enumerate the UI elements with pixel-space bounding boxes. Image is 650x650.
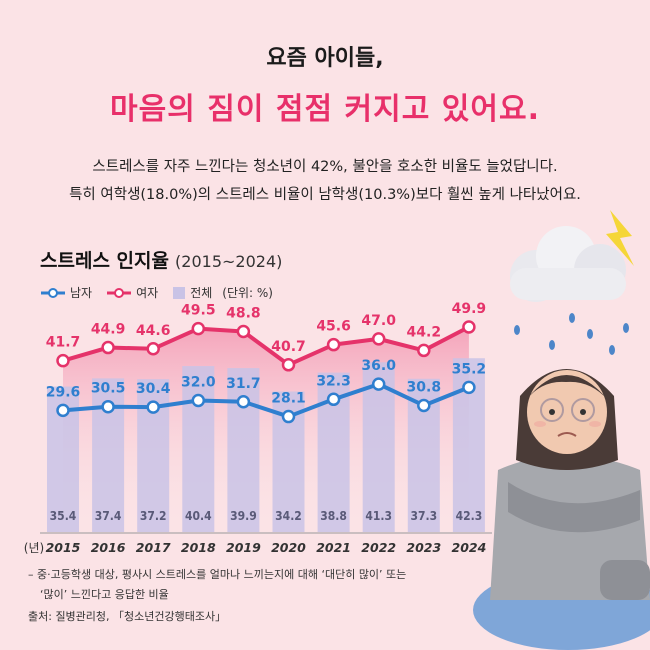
male-label-2024: 35.2 <box>452 361 487 377</box>
male-label-2020: 28.1 <box>271 391 306 407</box>
female-line <box>62 325 470 367</box>
male-line <box>62 382 470 419</box>
x-tick-2016: 2016 <box>91 540 126 555</box>
description-line2: 특히 여학생(18.0%)의 스트레스 비율이 남학생(10.3%)보다 훨씬 … <box>69 187 581 203</box>
male-point-2021 <box>326 392 341 407</box>
female-point-2020 <box>281 358 296 372</box>
female-label-2024: 49.9 <box>452 301 487 317</box>
female-label-2015: 41.7 <box>46 335 81 351</box>
female-point-2023 <box>417 343 431 358</box>
legend-male-label: 남자 <box>70 286 93 300</box>
bar-label-total-2021: 38.8 <box>320 509 347 523</box>
female-point-2018 <box>191 321 206 336</box>
female-point-2019 <box>236 324 251 339</box>
legend-total-bar-icon <box>173 286 186 299</box>
male-point-2024 <box>462 380 476 395</box>
legend-item-male: 남자 <box>40 284 92 301</box>
headline-line1: 요즘 아이들, <box>266 46 384 71</box>
male-point-2020 <box>281 409 296 424</box>
female-label-2023: 44.2 <box>407 324 442 340</box>
legend-unit: (단위: %) <box>222 286 273 300</box>
legend-female-label: 여자 <box>136 286 159 300</box>
male-point-2019 <box>236 395 251 409</box>
female-label-2020: 40.7 <box>271 339 306 355</box>
bar-label-total-2022: 41.3 <box>365 509 392 523</box>
bar-label-total-2019: 39.9 <box>230 509 257 523</box>
x-axis-unit-label: (년) <box>24 541 44 555</box>
bar-label-total-2018: 40.4 <box>185 509 212 523</box>
male-label-2019: 31.7 <box>226 376 261 392</box>
legend-male-line-icon <box>41 287 65 298</box>
chart-legend: 남자 여자 전체 (단위: %) <box>40 284 281 301</box>
x-tick-2023: 2023 <box>406 540 441 555</box>
description-line1: 스트레스를 자주 느낀다는 청소년이 42%, 불안을 호소한 비율도 늘었답니… <box>92 159 558 175</box>
male-label-2018: 32.0 <box>181 375 216 391</box>
male-point-2016 <box>101 399 115 414</box>
male-point-2023 <box>417 398 431 413</box>
male-label-2016: 30.5 <box>91 381 126 397</box>
male-label-2021: 32.3 <box>316 373 351 389</box>
bar-total-2018 <box>182 366 215 532</box>
male-point-2015 <box>56 403 70 418</box>
female-label-2021: 45.6 <box>316 319 351 335</box>
storm-cloud-icon <box>510 210 634 355</box>
bar-label-total-2024: 42.3 <box>456 509 483 523</box>
footnote-source: 출처: 질병관리청, 「청소년건강행태조사」 <box>28 610 227 623</box>
legend-female-line-icon <box>107 287 132 298</box>
x-tick-2019: 2019 <box>226 540 261 555</box>
male-label-2015: 29.6 <box>46 384 81 400</box>
male-label-2017: 30.4 <box>136 381 171 397</box>
x-tick-2018: 2018 <box>181 540 216 555</box>
female-label-2019: 48.8 <box>226 306 261 322</box>
chart-title-main: 스트레스 인지율 <box>40 250 169 272</box>
legend-item-female: 여자 <box>106 284 158 301</box>
female-point-2016 <box>101 340 115 355</box>
female-point-2017 <box>146 342 160 356</box>
male-point-2022 <box>371 377 386 391</box>
legend-total-label: 전체 <box>190 286 213 300</box>
x-tick-2015: 2015 <box>46 540 81 555</box>
x-tick-2024: 2024 <box>452 540 487 555</box>
female-point-2015 <box>56 353 70 368</box>
female-label-2018: 49.5 <box>181 303 216 319</box>
footnote-line2: ‘많이’ 느낀다고 응답한 비율 <box>40 588 169 601</box>
x-tick-2020: 2020 <box>271 540 306 555</box>
female-point-2022 <box>371 332 386 346</box>
female-label-2017: 44.6 <box>136 323 171 339</box>
girl-character <box>473 369 650 650</box>
legend-item-total: 전체 (단위: %) <box>172 284 273 301</box>
bar-label-total-2015: 35.4 <box>50 509 77 523</box>
chart-title-period: (2015~2024) <box>175 252 283 271</box>
female-point-2024 <box>462 320 476 334</box>
female-label-2022: 47.0 <box>361 313 396 329</box>
chart-title: 스트레스 인지율 (2015~2024) <box>40 246 282 273</box>
x-tick-2022: 2022 <box>361 540 396 555</box>
bar-label-total-2016: 37.4 <box>95 509 122 523</box>
bar-label-total-2017: 37.2 <box>140 509 167 523</box>
male-label-2022: 36.0 <box>361 358 396 374</box>
male-label-2023: 30.8 <box>407 379 442 395</box>
footnote-line1: – 중·고등학생 대상, 평사시 스트레스를 얼마나 느끼는지에 대해 ‘대단히… <box>28 568 407 581</box>
bar-label-total-2020: 34.2 <box>275 509 302 523</box>
female-label-2016: 44.9 <box>91 322 126 338</box>
x-tick-2021: 2021 <box>316 540 351 555</box>
headline-line2: 마음의 짐이 점점 커지고 있어요. <box>110 92 540 127</box>
female-point-2021 <box>326 337 341 352</box>
male-point-2018 <box>191 393 206 408</box>
x-tick-2017: 2017 <box>136 540 171 555</box>
bar-label-total-2023: 37.3 <box>410 509 437 523</box>
male-point-2017 <box>146 400 160 414</box>
